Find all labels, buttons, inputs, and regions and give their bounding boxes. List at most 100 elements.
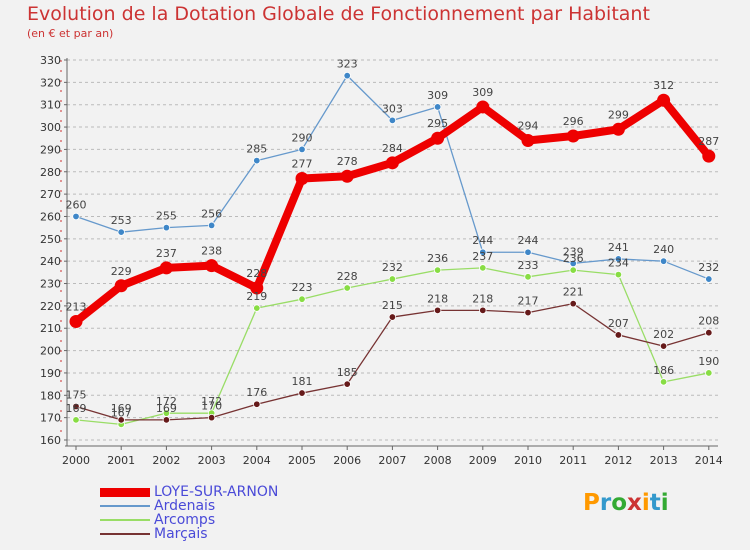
data-label-mar-ais: 181 [292,375,313,388]
data-label-mar-ais: 215 [382,299,403,312]
data-label-ardenais: 309 [427,89,448,102]
y-tick-label: 250 [40,233,61,246]
data-label-mar-ais: 218 [472,292,493,305]
legend-label: Ardenais [154,498,216,514]
data-label-loye-sur-arnon: 228 [246,267,267,280]
data-point-mar-ais [479,306,487,315]
data-point-mar-ais [388,313,397,321]
y-tick-label: 200 [40,345,61,358]
data-point-loye-sur-arnon [702,149,716,163]
data-label-ardenais: 244 [518,234,539,247]
x-tick-label: 2003 [198,454,226,467]
data-label-arcomps: 169 [66,402,87,415]
legend-swatch-ardenais [100,505,150,507]
data-labels: 260 253 255 256 285 290 323 303 309 244 244 239 241 2… [66,58,720,420]
data-point-loye-sur-arnon [476,100,490,114]
data-point-ardenais [343,71,351,80]
proxiti-logo: Proxiti [583,490,669,516]
data-point-ardenais [207,221,216,230]
legend-swatch-loye [100,487,150,497]
data-label-loye-sur-arnon: 237 [156,247,177,260]
data-point-mar-ais [705,329,713,337]
y-tick-label: 260 [40,210,61,223]
x-tick-label: 2005 [288,454,316,467]
logo-letter: i [660,490,669,516]
data-point-arcomps [479,264,487,272]
data-point-arcomps [388,275,397,283]
data-point-arcomps [433,266,442,274]
data-label-ardenais: 239 [563,245,584,258]
data-point-mar-ais [117,416,125,424]
data-point-loye-sur-arnon [340,169,354,183]
data-label-arcomps: 236 [427,252,448,265]
data-point-arcomps [524,273,532,281]
chart-subtitle: (en € et par an) [27,27,114,40]
data-label-mar-ais: 217 [518,295,539,308]
data-label-ardenais: 260 [66,198,87,211]
x-tick-label: 2011 [559,454,587,467]
data-label-ardenais: 255 [156,210,177,223]
data-label-arcomps: 228 [337,270,358,283]
data-point-ardenais [72,212,80,221]
data-point-loye-sur-arnon [521,133,535,147]
series-mar-ais [72,299,713,424]
logo-letter: x [627,490,642,516]
x-tick-label: 2000 [62,454,90,467]
data-point-mar-ais [614,331,623,339]
data-label-mar-ais: 170 [201,400,222,413]
y-tick-label: 240 [40,255,61,268]
data-label-arcomps: 234 [608,257,629,270]
legend-label: Arcomps [154,512,216,528]
data-label-ardenais: 244 [472,234,493,247]
chart-title: Evolution de la Dotation Globale de Fonc… [27,3,650,25]
data-label-ardenais: 241 [608,241,629,254]
legend: LOYE-SUR-ARNON Ardenais Arcomps Marçais [100,485,278,541]
data-label-ardenais: 240 [653,243,674,256]
data-point-loye-sur-arnon [385,156,399,170]
legend-label: LOYE-SUR-ARNON [154,484,279,500]
data-label-loye-sur-arnon: 287 [698,135,719,148]
x-tick-label: 2002 [152,454,180,467]
data-point-mar-ais [433,306,442,315]
data-label-arcomps: 232 [382,261,403,274]
data-label-arcomps: 167 [111,406,132,419]
y-tick-label: 220 [40,300,61,313]
x-tick-label: 2012 [604,454,632,467]
logo-letter: o [611,490,628,516]
data-point-loye-sur-arnon [250,281,264,295]
data-label-ardenais: 285 [246,143,267,156]
data-label-ardenais: 323 [337,58,358,71]
data-label-arcomps: 172 [201,395,222,408]
data-label-arcomps: 172 [156,395,177,408]
data-point-arcomps [343,284,351,292]
legend-item-arcomps: Arcomps [100,513,278,527]
y-tick-label: 170 [40,412,61,425]
data-label-arcomps: 233 [518,259,539,272]
x-tick-label: 2001 [107,454,135,467]
data-label-loye-sur-arnon: 277 [292,157,313,170]
data-point-ardenais [298,145,306,154]
data-point-loye-sur-arnon [295,171,309,185]
data-label-arcomps: 237 [472,250,493,263]
x-axis-ticks: 2000 2001 2002 2003 2004 2005 2006 2007 2008 2009… [62,446,723,467]
data-label-loye-sur-arnon: 229 [111,265,132,278]
data-label-loye-sur-arnon: 295 [427,117,448,130]
data-point-arcomps [72,416,80,424]
data-label-mar-ais: 169 [156,402,177,415]
data-point-ardenais [479,248,487,256]
y-tick-label: 300 [40,121,61,134]
data-label-loye-sur-arnon: 309 [472,86,493,99]
data-point-loye-sur-arnon [566,129,580,143]
data-point-arcomps [569,266,577,274]
logo-letter: P [583,490,600,516]
y-axis-ticks: 160 170 180 190 200 210 220 230 240 250 260 270 280 2… [40,54,67,447]
data-point-mar-ais [207,413,216,422]
data-label-mar-ais: 218 [427,292,448,305]
grid-lines [67,59,718,441]
data-point-mar-ais [659,342,668,350]
data-point-ardenais [433,103,442,111]
data-label-loye-sur-arnon: 296 [563,115,584,128]
data-label-mar-ais: 208 [698,315,719,328]
data-label-mar-ais: 185 [337,366,358,379]
